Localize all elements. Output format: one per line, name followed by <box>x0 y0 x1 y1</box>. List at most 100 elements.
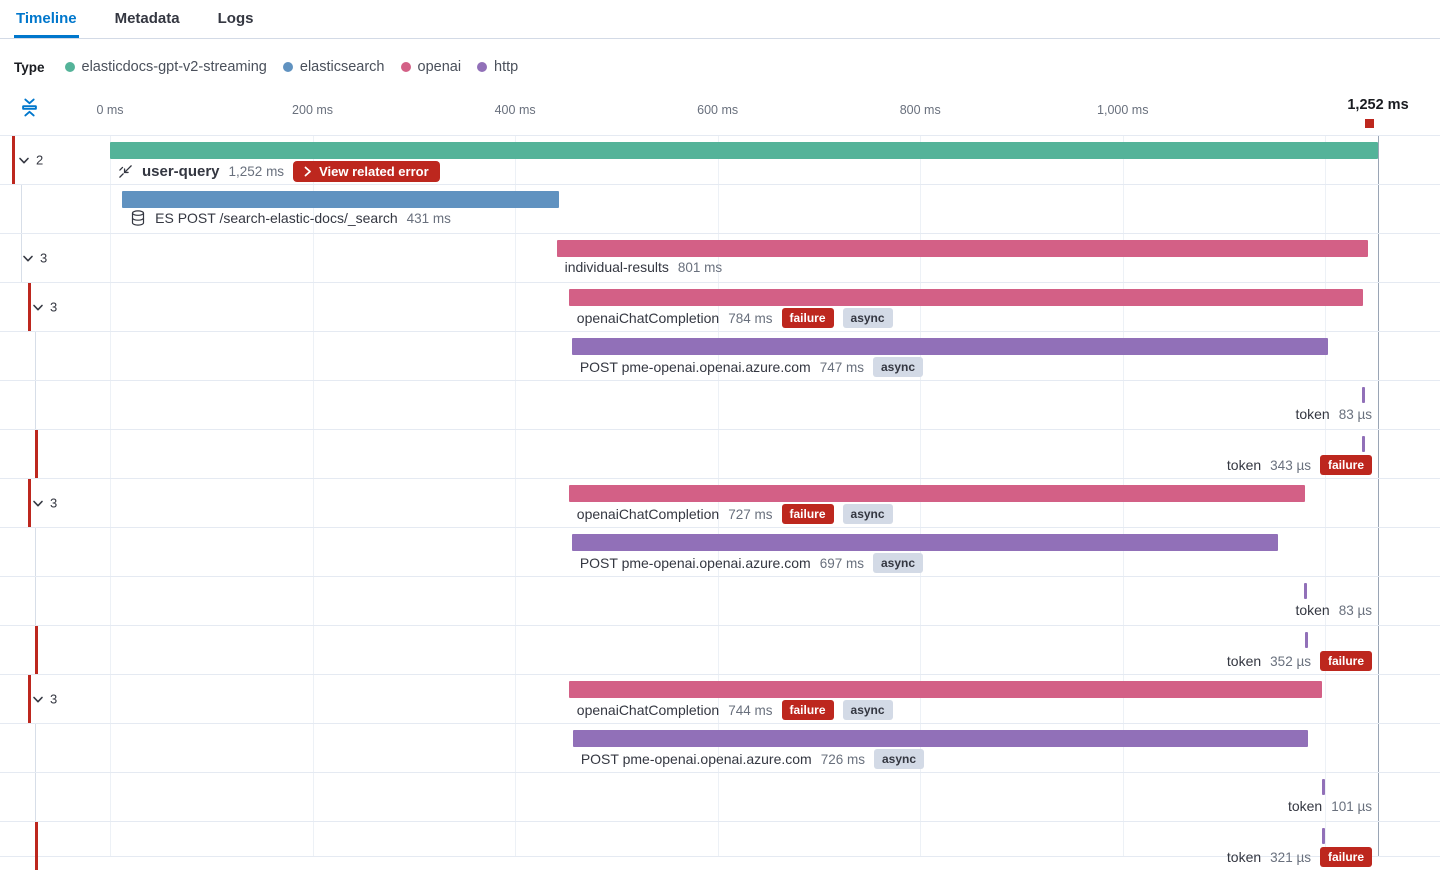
time-gridline <box>1325 135 1327 856</box>
tab-metadata[interactable]: Metadata <box>114 10 180 27</box>
span-bar[interactable] <box>571 338 1329 355</box>
legend-dot-icon <box>477 62 488 72</box>
span-label[interactable]: token 343 µs failure <box>1227 455 1372 476</box>
error-indicator <box>28 675 31 723</box>
span-label[interactable]: POST pme-openai.openai.azure.com 747 ms as… <box>580 357 923 378</box>
span-label[interactable]: token 83 µs <box>1295 602 1372 618</box>
waterfall-chart: 2 user-query 1,252 ms View related error ES … <box>0 135 1440 870</box>
span-label[interactable]: token 321 µs failure <box>1226 847 1372 868</box>
async-badge: async <box>873 749 925 770</box>
error-indicator <box>28 283 31 331</box>
async-badge: async <box>872 553 923 574</box>
axis-tick-label: 0 ms <box>96 103 124 117</box>
child-count: 3 <box>40 250 48 266</box>
failure-badge: failure <box>1319 847 1372 868</box>
tab-bar: Timeline Metadata Logs <box>0 0 1440 39</box>
time-gridline <box>110 135 111 856</box>
indent-guide <box>35 773 36 821</box>
span-duration: 801 ms <box>677 259 723 275</box>
span-tick[interactable] <box>1322 779 1326 795</box>
axis-tick-label: 600 ms <box>697 103 739 117</box>
child-count: 3 <box>50 691 58 707</box>
accordion-toggle[interactable]: 3 <box>22 251 47 266</box>
accordion-toggle[interactable]: 3 <box>32 496 57 511</box>
async-badge: async <box>842 700 893 721</box>
span-label[interactable]: individual-results 801 ms <box>565 259 723 275</box>
trace-end-gridline <box>1378 135 1379 856</box>
legend-dot-icon <box>282 62 293 72</box>
legend-dot-icon <box>400 62 411 72</box>
span-bar[interactable] <box>122 191 559 208</box>
span-tick[interactable] <box>1361 387 1365 403</box>
legend-item-label: http <box>494 59 519 75</box>
span-duration: 343 µs <box>1270 457 1311 473</box>
span-bar[interactable] <box>110 142 1378 159</box>
span-label[interactable]: openaiChatCompletion 744 ms failure async <box>576 700 893 721</box>
async-badge: async <box>842 504 893 525</box>
waterfall-rows: 2 user-query 1,252 ms View related error ES … <box>0 135 1440 870</box>
tab-timeline[interactable]: Timeline <box>14 0 79 38</box>
legend-item-elasticdocs-gpt-v2-streaming: elasticdocs-gpt-v2-streaming <box>64 59 267 75</box>
span-label[interactable]: POST pme-openai.openai.azure.com 697 ms as… <box>579 553 923 574</box>
span-duration: 726 ms <box>820 751 865 767</box>
span-duration: 101 µs <box>1331 798 1372 814</box>
waterfall-row: 3 openaiChatCompletion 727 ms failure async <box>0 478 1440 527</box>
waterfall-row: POST pme-openai.openai.azure.com 697 ms as… <box>0 527 1440 576</box>
span-duration: 83 µs <box>1338 602 1372 618</box>
tab-logs[interactable]: Logs <box>217 10 254 27</box>
span-label[interactable]: token 352 µs failure <box>1227 651 1372 672</box>
waterfall-row: token 101 µs <box>0 772 1440 821</box>
span-duration: 431 ms <box>406 210 451 226</box>
span-bar[interactable] <box>571 534 1278 551</box>
legend-title: Type <box>14 59 45 75</box>
indent-guide <box>35 528 36 576</box>
span-duration: 744 ms <box>728 702 773 718</box>
async-badge: async <box>842 308 893 329</box>
span-duration: 352 µs <box>1270 653 1311 669</box>
waterfall-row: 3 openaiChatCompletion 784 ms failure async <box>0 282 1440 331</box>
legend-item-elasticsearch: elasticsearch <box>282 59 385 75</box>
waterfall-row: ES POST /search-elastic-docs/_search 431 … <box>0 184 1440 233</box>
span-tick[interactable] <box>1322 828 1326 844</box>
failure-badge: failure <box>781 308 834 329</box>
span-label[interactable]: token 101 µs <box>1288 798 1372 814</box>
span-label[interactable]: user-query 1,252 ms View related error <box>118 161 440 182</box>
span-tick[interactable] <box>1361 436 1365 452</box>
span-duration: 697 ms <box>819 555 864 571</box>
span-bar[interactable] <box>568 289 1363 306</box>
span-name: POST pme-openai.openai.azure.com <box>579 555 811 572</box>
span-bar[interactable] <box>568 485 1306 502</box>
view-related-error-label: View related error <box>319 164 429 179</box>
span-label[interactable]: openaiChatCompletion 727 ms failure async <box>577 504 893 525</box>
view-related-error-button[interactable]: View related error <box>293 161 440 182</box>
span-label[interactable]: openaiChatCompletion 784 ms failure async <box>577 308 893 329</box>
span-name: individual-results <box>564 259 669 275</box>
accordion-toggle[interactable]: 2 <box>18 153 43 168</box>
span-bar[interactable] <box>572 730 1309 747</box>
axis-tick-label: 400 ms <box>494 103 536 117</box>
time-gridline <box>515 135 517 856</box>
accordion-toggle[interactable]: 3 <box>32 300 57 315</box>
span-label[interactable]: token 83 µs <box>1295 406 1372 422</box>
waterfall-row: token 321 µs failure <box>0 821 1440 870</box>
span-name: token <box>1226 849 1262 866</box>
span-bar[interactable] <box>556 240 1368 257</box>
accordion-toggle[interactable]: 3 <box>32 692 57 707</box>
child-count: 3 <box>50 299 58 315</box>
axis-tick-label: 1,000 ms <box>1097 103 1149 117</box>
span-bar[interactable] <box>568 681 1323 698</box>
span-label[interactable]: POST pme-openai.openai.azure.com 726 ms as… <box>581 749 925 770</box>
legend-item-openai: openai <box>400 59 461 75</box>
span-tick[interactable] <box>1304 583 1308 599</box>
error-indicator <box>12 136 15 184</box>
collapse-timeline-icon[interactable] <box>20 98 39 117</box>
failure-badge: failure <box>1319 455 1372 476</box>
chevron-down-icon <box>22 252 34 264</box>
span-name: token <box>1287 798 1323 814</box>
axis-tick-label: 800 ms <box>899 103 941 117</box>
chevron-right-icon <box>304 166 312 177</box>
span-label[interactable]: ES POST /search-elastic-docs/_search 431 … <box>130 210 451 226</box>
span-name: openaiChatCompletion <box>576 702 720 719</box>
span-tick[interactable] <box>1305 632 1309 648</box>
